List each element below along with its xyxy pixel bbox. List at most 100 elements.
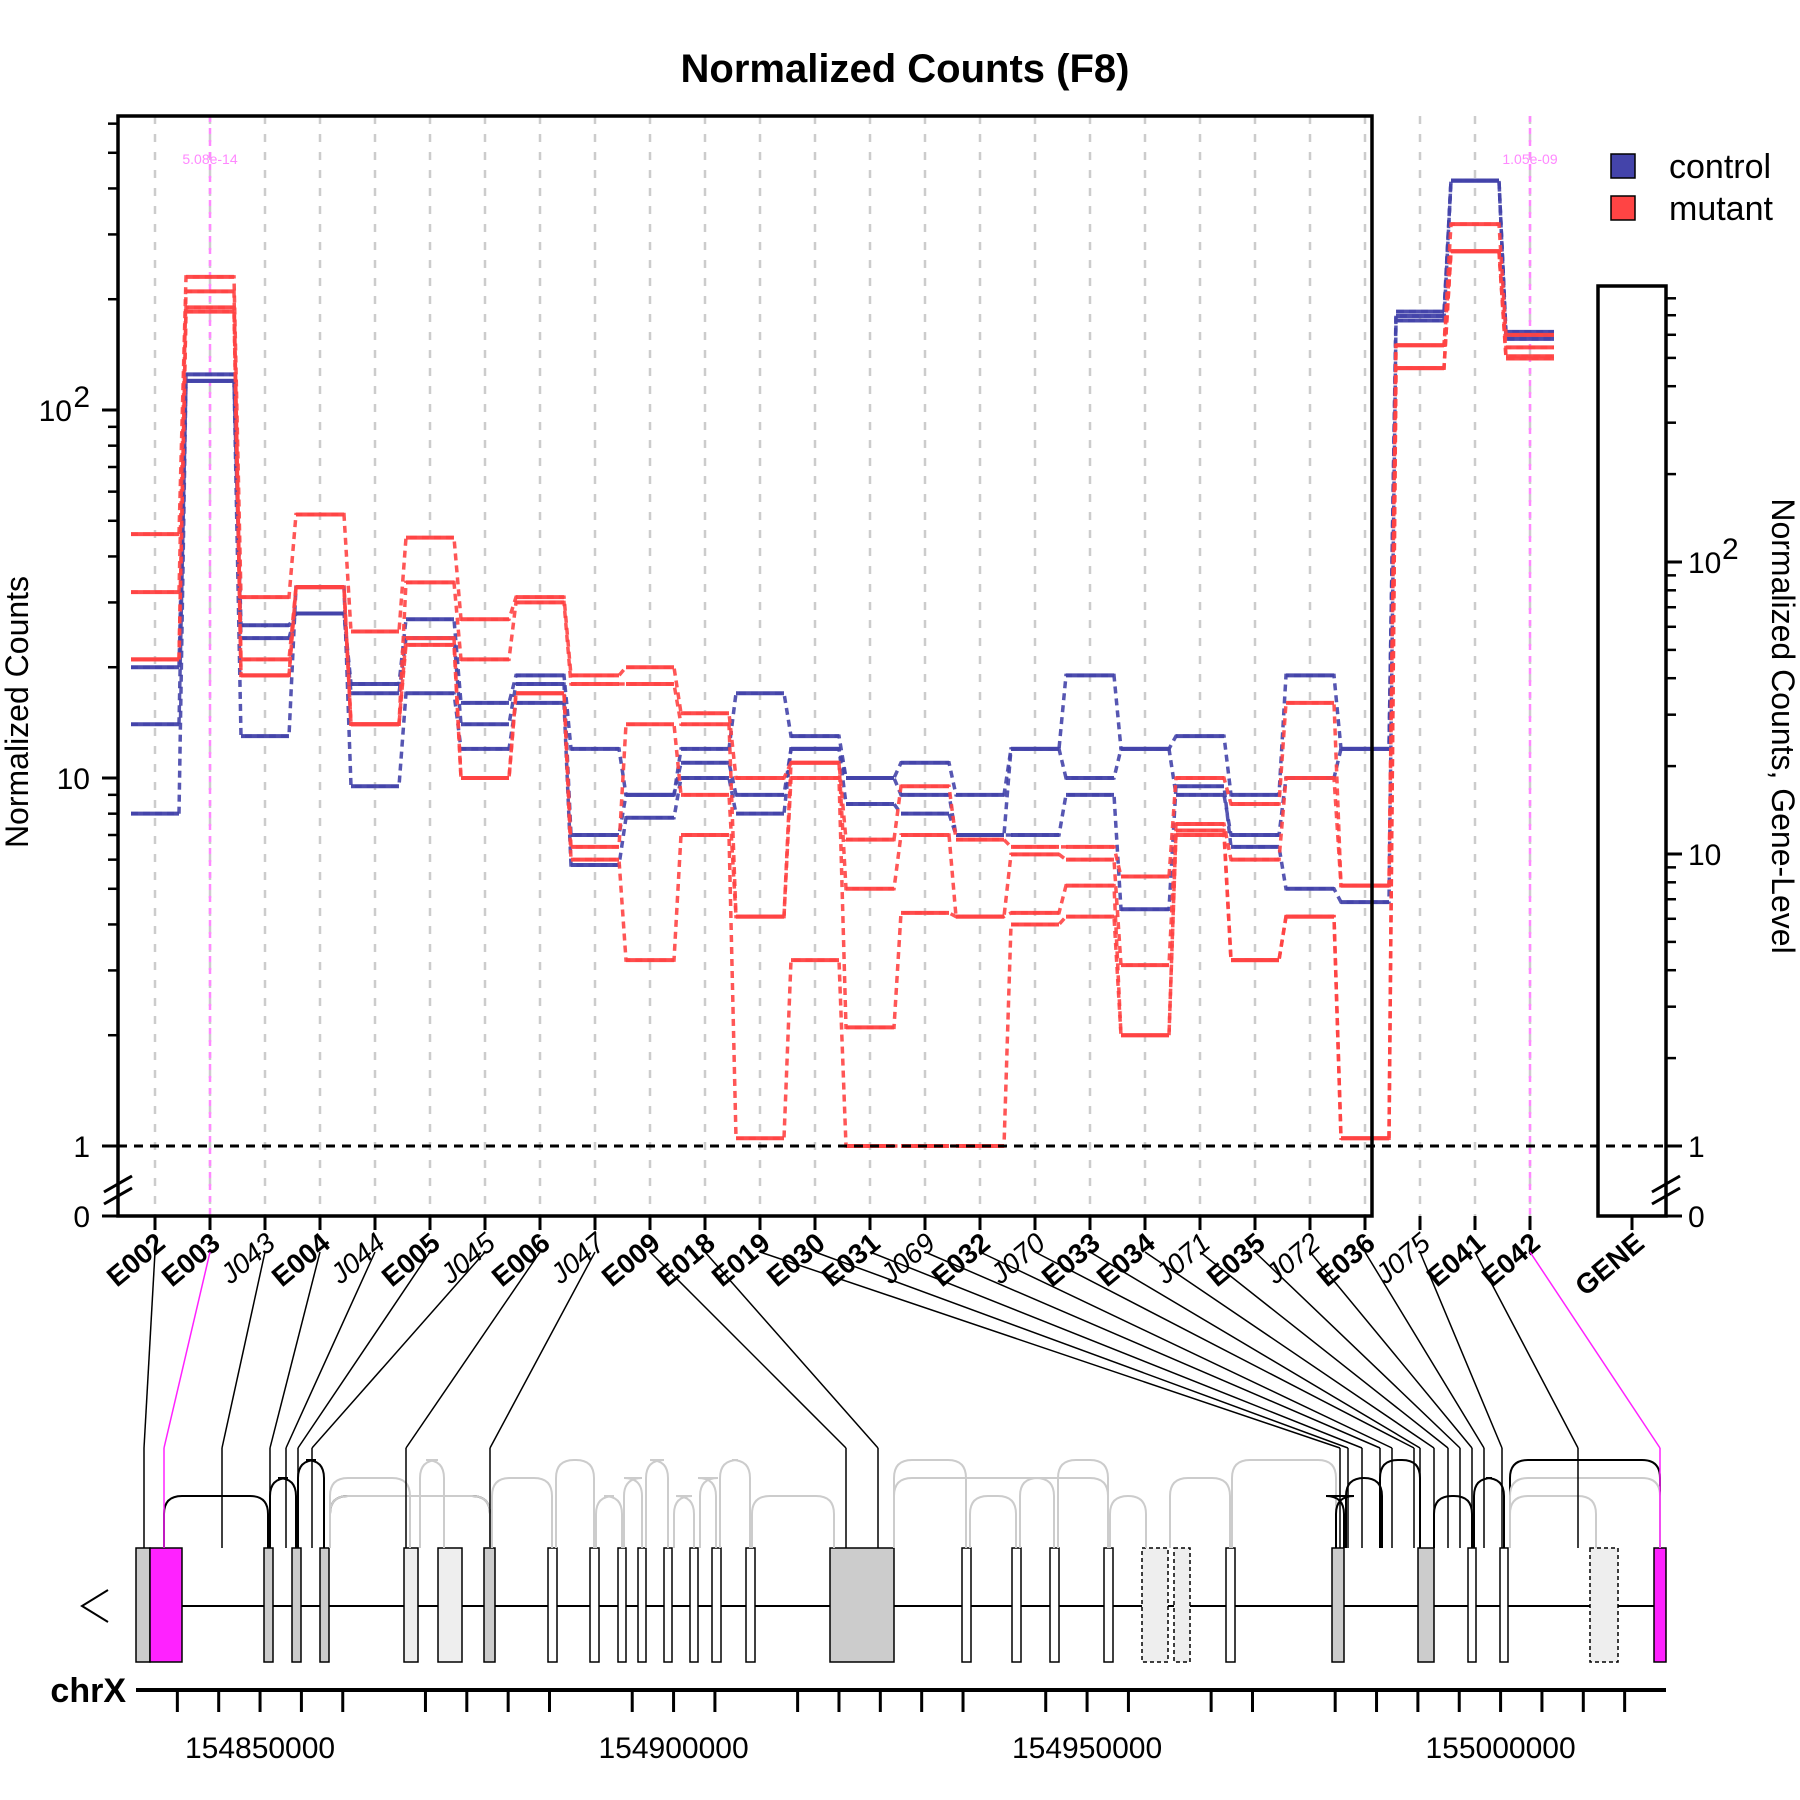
ytick-label-main-0: 0 (73, 1201, 90, 1234)
feature-connector-E009 (649, 1251, 847, 1449)
legend-swatch-control (1610, 153, 1636, 179)
feature-label-E030: E030 (761, 1227, 831, 1293)
feature-connector-E033 (1089, 1251, 1421, 1449)
feature-connector-E030 (814, 1251, 1349, 1449)
genomic-tick-label-154950000: 154950000 (1012, 1732, 1162, 1765)
exon-20 (1049, 1547, 1060, 1663)
gene-plot-frame (1596, 284, 1668, 1218)
exon-4 (291, 1547, 302, 1663)
feature-connector-E042 (1529, 1251, 1661, 1449)
junction-arc-22 (1109, 1494, 1147, 1548)
junction-arc-17 (893, 1477, 1109, 1548)
ytick-label-main-10: 10 (57, 763, 90, 796)
feature-label-E005: E005 (376, 1227, 446, 1293)
junction-arc-31 (1509, 1495, 1597, 1548)
genomic-tick-label-155000000: 155000000 (1426, 1732, 1576, 1765)
junction-arc-14 (697, 1477, 719, 1548)
feature-label-J069: J069 (874, 1227, 941, 1290)
junction-arc-23 (1169, 1477, 1231, 1548)
feature-connector-E018 (704, 1251, 879, 1449)
exon-26 (1417, 1547, 1435, 1663)
junction-arc-16 (751, 1495, 835, 1548)
junction-arc-26 (1345, 1476, 1383, 1548)
junction-arc-19 (969, 1495, 1017, 1548)
junction-arc-20 (1019, 1477, 1055, 1548)
genomic-tick-label-154850000: 154850000 (185, 1732, 335, 1765)
feature-label-J043: J043 (214, 1227, 282, 1291)
series-mutant-6 (131, 249, 1554, 1140)
exon-significant (149, 1547, 183, 1663)
exon-12 (637, 1547, 647, 1663)
junction-arc-2 (269, 1477, 297, 1548)
legend-label-control: control (1669, 148, 1771, 186)
exon-8 (483, 1547, 496, 1663)
feature-connector-J044 (285, 1251, 376, 1449)
series-control-1 (131, 178, 1554, 797)
feature-connector-E036 (1364, 1251, 1485, 1449)
axis-break-main (103, 1174, 133, 1206)
exon-29 (1589, 1547, 1619, 1663)
main-plot-frame (116, 114, 1374, 1218)
feature-connector-J075 (1419, 1251, 1503, 1449)
feature-connector-J047 (489, 1251, 596, 1449)
feature-connector-E003 (163, 1251, 211, 1449)
exon-significant (1653, 1547, 1667, 1663)
y-axis-label: Normalized Counts (0, 576, 35, 848)
feature-connector-E032 (979, 1251, 1393, 1449)
junction-arc-13 (673, 1495, 695, 1548)
feature-label-E019: E019 (706, 1227, 776, 1293)
feature-connector-E031 (869, 1251, 1363, 1449)
ytick-label-main-100-exp: 2 (73, 381, 90, 414)
exon-19 (1011, 1547, 1022, 1663)
ytick-label-gene-100-exp: 2 (1722, 533, 1739, 566)
junction-arc-7 (329, 1495, 491, 1548)
series-mutant-7 (131, 249, 1554, 1148)
junction-arc-21 (1057, 1459, 1109, 1548)
feature-label-E041: E041 (1421, 1227, 1491, 1293)
transcript-model (80, 1251, 1667, 1663)
exon-9 (547, 1547, 558, 1663)
genomic-tick-label-154900000: 154900000 (598, 1732, 748, 1765)
chart-title: Normalized Counts (F8) (681, 47, 1130, 91)
junction-arc-30 (1509, 1459, 1661, 1548)
exon-1 (135, 1547, 151, 1663)
junction-arc-12 (645, 1459, 669, 1548)
legend: control mutant (1610, 148, 1773, 228)
feature-connector-J045 (311, 1251, 486, 1449)
feature-connector-J043 (221, 1251, 266, 1449)
series-lines (131, 178, 1554, 1148)
feature-label-J075: J075 (1369, 1227, 1437, 1291)
feature-label-E009: E009 (596, 1227, 666, 1293)
feature-label-E032: E032 (926, 1227, 996, 1293)
feature-label-gene: GENE (1569, 1227, 1650, 1302)
ytick-label-gene-0: 0 (1688, 1201, 1705, 1234)
junction-arc-18 (893, 1459, 967, 1548)
feature-label-E018: E018 (651, 1227, 721, 1293)
feature-label-J045: J045 (434, 1227, 502, 1291)
exon-15 (711, 1547, 722, 1663)
junction-arc-28 (1433, 1495, 1473, 1548)
exon-28 (1499, 1547, 1509, 1663)
exon-27 (1467, 1547, 1477, 1663)
exon-3 (263, 1547, 274, 1663)
exon-22 (1141, 1547, 1169, 1663)
junction-arc-5 (329, 1477, 411, 1548)
exon-21 (1103, 1547, 1114, 1663)
exon-10 (589, 1547, 600, 1663)
feature-connector-E019 (759, 1251, 1341, 1449)
y-axis-label-right: Normalized Counts, Gene-Level (1765, 498, 1800, 953)
ytick-label-gene-100: 10 (1688, 547, 1721, 580)
genomic-axis: chrX 154850000 154900000 154950000 155000000 (50, 1672, 1666, 1765)
exon-17 (829, 1547, 895, 1663)
exon-25 (1331, 1547, 1345, 1663)
feature-connector-E002 (143, 1251, 156, 1449)
ytick-label-gene-10: 10 (1688, 839, 1721, 872)
feature-label-J047: J047 (544, 1226, 612, 1290)
exon-13 (663, 1547, 673, 1663)
junction-arc-32 (1509, 1477, 1661, 1548)
pvalue-label-E003: 5.08e-14 (182, 151, 237, 167)
exon-5 (319, 1547, 330, 1663)
exon-11 (617, 1547, 627, 1663)
